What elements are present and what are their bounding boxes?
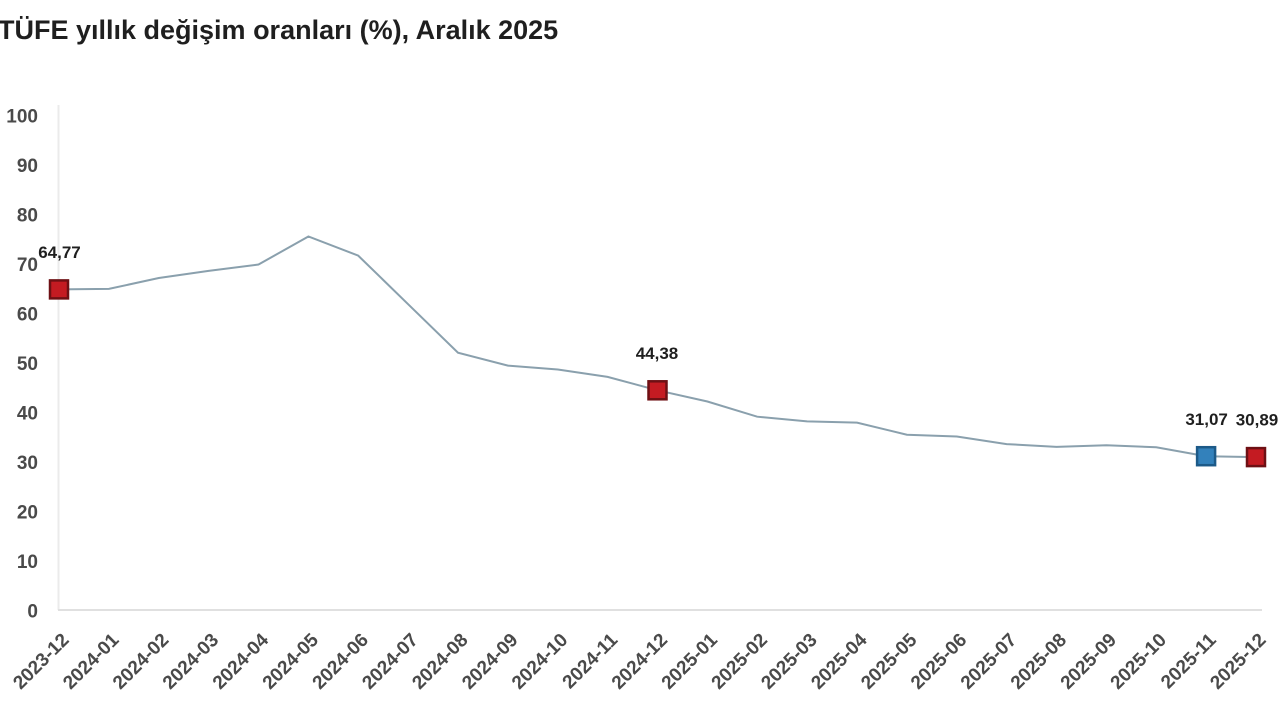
- svg-text:20: 20: [17, 503, 38, 524]
- svg-text:70: 70: [17, 255, 38, 276]
- svg-text:0: 0: [27, 602, 38, 623]
- svg-text:30,89: 30,89: [1236, 411, 1279, 430]
- svg-text:50: 50: [17, 354, 38, 375]
- svg-text:10: 10: [17, 552, 38, 573]
- svg-text:64,77: 64,77: [38, 243, 81, 262]
- svg-text:90: 90: [17, 156, 38, 177]
- svg-text:40: 40: [17, 404, 38, 425]
- svg-text:80: 80: [17, 206, 38, 227]
- svg-text:30: 30: [17, 453, 38, 474]
- svg-text:TÜFE yıllık değişim oranları (: TÜFE yıllık değişim oranları (%), Aralık…: [0, 15, 558, 45]
- svg-text:100: 100: [6, 107, 38, 128]
- svg-text:31,07: 31,07: [1185, 410, 1228, 429]
- svg-text:60: 60: [17, 305, 38, 326]
- svg-text:44,38: 44,38: [636, 344, 679, 363]
